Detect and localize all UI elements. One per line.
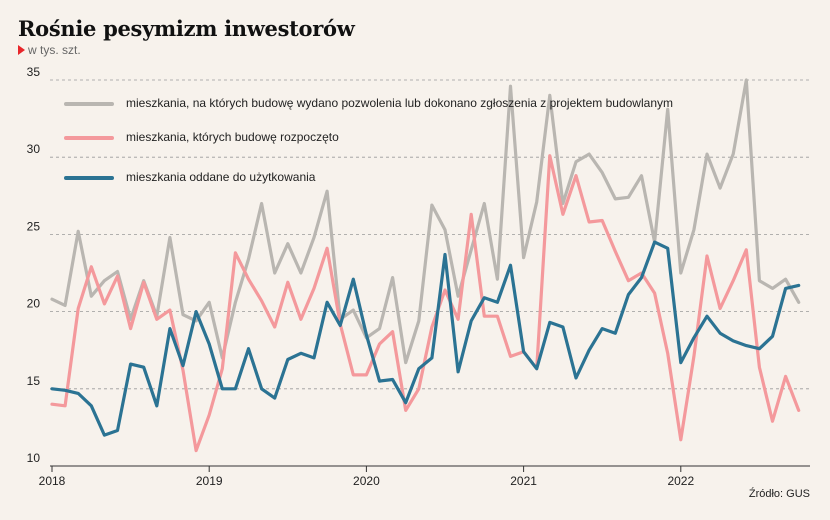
series-line-permits [50, 78, 801, 365]
x-tick-label: 2019 [196, 474, 223, 488]
legend-swatch-completed [64, 176, 114, 180]
unit-label: w tys. szt. [28, 43, 81, 57]
legend-item-started: mieszkania, których budowę rozpoczęto [64, 130, 673, 170]
red-triangle-marker-icon [18, 45, 25, 55]
legend-label-permits: mieszkania, na których budowę wydano poz… [126, 96, 673, 110]
legend-item-permits: mieszkania, na których budowę wydano poz… [64, 96, 673, 130]
legend-swatch-permits [64, 102, 114, 106]
x-tick-label: 2021 [510, 474, 537, 488]
y-tick-label: 15 [27, 374, 41, 388]
source-note: Źródło: GUS [748, 488, 810, 500]
legend-label-completed: mieszkania oddane do użytkowania [126, 170, 316, 184]
x-tick-label: 2022 [667, 474, 694, 488]
legend-swatch-started [64, 136, 114, 140]
chart-title: Rośnie pesymizm inwestorów [18, 16, 355, 41]
series-line-completed [50, 240, 801, 437]
y-tick-label: 20 [27, 297, 41, 311]
x-tick-label: 2018 [39, 474, 66, 488]
series-line-started [50, 154, 801, 453]
legend-label-started: mieszkania, których budowę rozpoczęto [126, 130, 339, 144]
y-tick-label: 25 [27, 219, 41, 233]
chart-legend: mieszkania, na których budowę wydano poz… [64, 96, 673, 185]
x-tick-label: 2020 [353, 474, 380, 488]
y-tick-label: 30 [27, 142, 41, 156]
legend-item-completed: mieszkania oddane do użytkowania [64, 170, 673, 185]
y-tick-label: 10 [27, 451, 41, 465]
y-tick-label: 35 [27, 65, 41, 79]
chart-subtitle: w tys. szt. [18, 43, 81, 57]
